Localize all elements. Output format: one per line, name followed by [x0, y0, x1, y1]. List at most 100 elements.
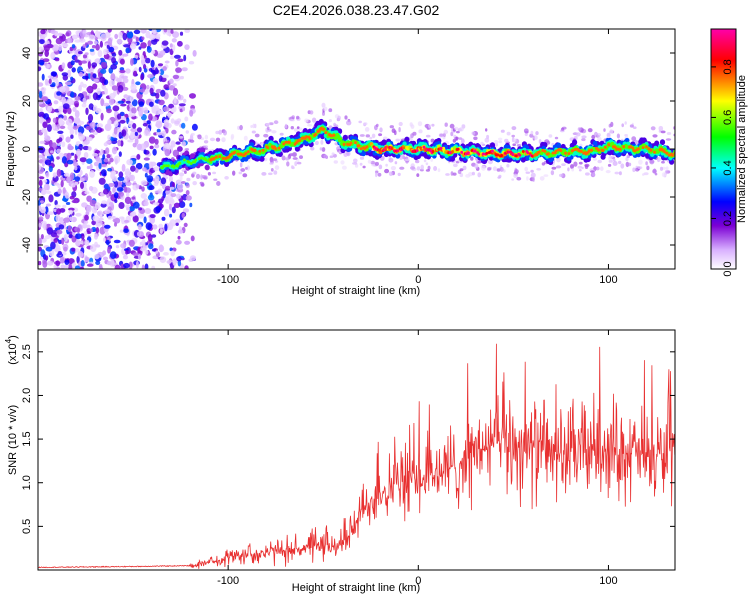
heatmap-noise-cell [113, 239, 121, 244]
heatmap-ridge-cell [671, 153, 675, 157]
heatmap-ridge-cell [551, 151, 555, 155]
heatmap-noise-cell [513, 173, 518, 178]
heatmap-ridge-cell [570, 149, 574, 153]
heatmap-ridge-cell [559, 149, 563, 152]
heatmap-ridge-cell [164, 164, 168, 168]
heatmap-noise-cell [650, 126, 656, 131]
heatmap-noise-cell [41, 129, 48, 134]
heatmap-noise-cell [185, 130, 189, 134]
heatmap-noise-cell [101, 200, 107, 205]
heatmap-noise-cell [346, 151, 351, 157]
heatmap-noise-cell [175, 141, 181, 145]
heatmap-noise-cell [109, 201, 114, 206]
heatmap-noise-cell [132, 199, 136, 204]
heatmap-noise-cell [75, 212, 82, 217]
heatmap-noise-cell [61, 72, 68, 77]
heatmap-ridge-cell [162, 164, 166, 168]
heatmap-noise-cell [149, 87, 154, 95]
heatmap-noise-cell [625, 157, 629, 162]
x-tick-label: 0 [415, 274, 421, 286]
heatmap-noise-cell [111, 146, 118, 155]
heatmap-noise-cell [458, 137, 463, 140]
heatmap-noise-cell [89, 228, 93, 233]
heatmap-noise-cell [44, 235, 51, 240]
heatmap-noise-cell [460, 138, 465, 144]
heatmap-ridge-cell [654, 140, 660, 147]
heatmap-noise-cell [92, 215, 100, 222]
heatmap-noise-cell [65, 136, 71, 143]
heatmap-noise-cell [161, 74, 169, 79]
heatmap-noise-cell [661, 160, 665, 164]
heatmap-noise-cell [140, 247, 147, 252]
heatmap-noise-cell [61, 197, 68, 202]
heatmap-noise-cell [47, 260, 54, 266]
heatmap-noise-cell [172, 87, 179, 96]
heatmap-noise-cell [118, 131, 122, 139]
heatmap-noise-cell [64, 191, 70, 199]
heatmap-noise-cell [130, 58, 134, 66]
heatmap-ridge-cell [431, 150, 435, 153]
heatmap-noise-cell [290, 165, 294, 170]
heatmap-noise-cell [192, 50, 197, 57]
heatmap-noise-cell [331, 152, 335, 156]
heatmap-noise-cell [575, 132, 581, 137]
heatmap-noise-cell [107, 183, 115, 187]
heatmap-ridge-cell [284, 140, 288, 144]
heatmap-noise-cell [652, 134, 658, 138]
heatmap-ridge-cell [470, 149, 474, 152]
heatmap-noise-cell [122, 77, 129, 84]
heatmap-noise-cell [135, 184, 140, 189]
heatmap-noise-cell [66, 152, 72, 160]
heatmap-noise-cell [66, 97, 74, 106]
colorbar-tick-label: 0.2 [722, 211, 734, 226]
heatmap-ridge-cell [500, 154, 503, 157]
heatmap-noise-cell [182, 208, 190, 213]
heatmap-noise-cell [265, 122, 271, 126]
heatmap-noise-cell [100, 68, 107, 74]
heatmap-noise-cell [150, 161, 157, 167]
y-tick-label: -20 [21, 189, 33, 205]
heatmap-noise-cell [45, 255, 49, 261]
heatmap-noise-cell [159, 256, 167, 263]
heatmap-ridge-cell [314, 132, 317, 136]
heatmap-noise-cell [450, 131, 454, 137]
heatmap-noise-cell [64, 81, 72, 86]
heatmap-noise-cell [183, 98, 187, 103]
heatmap-noise-cell [71, 183, 76, 188]
heatmap-noise-cell [624, 134, 628, 137]
heatmap-noise-cell [458, 127, 464, 132]
heatmap-noise-cell [385, 163, 388, 167]
heatmap-ridge-cell [207, 159, 210, 163]
snr-series-line [38, 343, 675, 569]
heatmap-noise-cell [69, 172, 75, 181]
heatmap-noise-cell [658, 125, 664, 132]
heatmap-noise-cell [189, 202, 193, 208]
heatmap-ridge-cell [491, 149, 494, 153]
heatmap-noise-cell [204, 134, 209, 140]
heatmap-noise-cell [178, 201, 186, 208]
heatmap-noise-cell [223, 130, 227, 136]
heatmap-noise-cell [46, 227, 54, 235]
heatmap-noise-cell [420, 164, 425, 170]
heatmap-noise-cell [164, 149, 171, 157]
heatmap-noise-cell [55, 260, 60, 267]
heatmap-noise-cell [53, 264, 57, 269]
heatmap-noise-cell [126, 207, 130, 211]
heatmap-noise-cell [156, 33, 161, 38]
heatmap-noise-cell [38, 260, 42, 266]
snr-y-multiplier: (x104) [4, 335, 19, 365]
heatmap-noise-cell [124, 196, 132, 205]
heatmap-noise-cell [80, 181, 84, 189]
heatmap-noise-cell [176, 256, 182, 262]
heatmap-noise-cell [359, 162, 363, 166]
heatmap-noise-cell [41, 96, 48, 102]
heatmap-noise-cell [185, 183, 190, 188]
heatmap-noise-cell [167, 111, 171, 118]
heatmap-noise-cell [149, 214, 156, 219]
heatmap-ridge-cell [390, 147, 394, 150]
heatmap-noise-cell [315, 140, 319, 146]
heatmap-noise-cell [471, 131, 476, 135]
heatmap-noise-cell [53, 182, 60, 186]
heatmap-noise-cell [158, 223, 164, 229]
heatmap-noise-cell [506, 131, 511, 136]
